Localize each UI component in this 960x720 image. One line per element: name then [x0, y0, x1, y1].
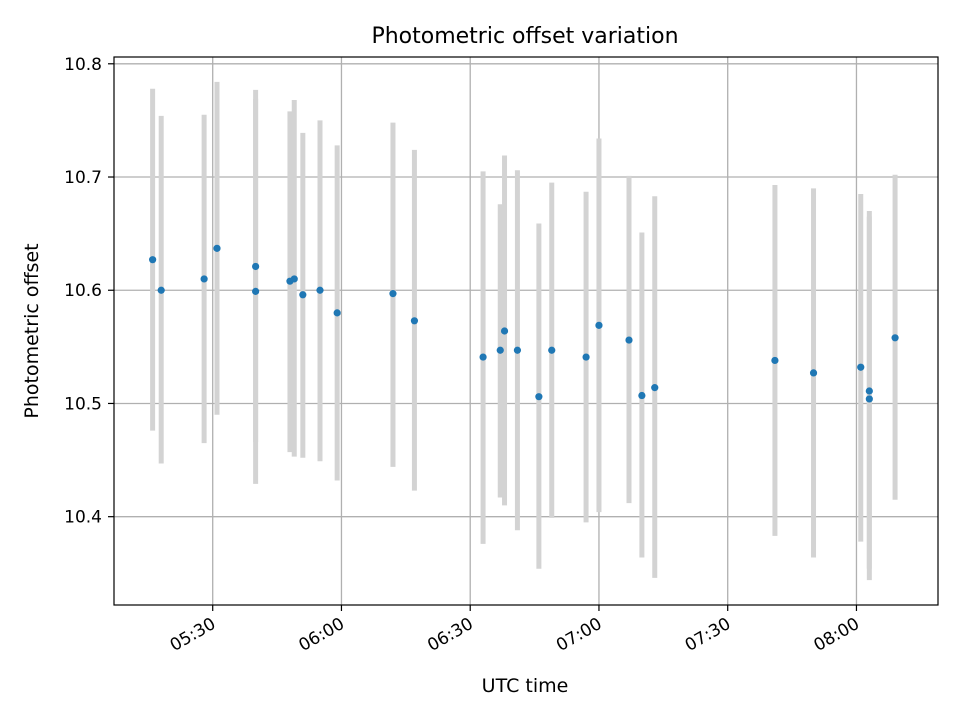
data-point: [595, 321, 603, 329]
plot-area: [113, 56, 939, 606]
data-point: [865, 387, 873, 395]
y-tick-label: 10.7: [64, 168, 102, 188]
data-point: [213, 244, 221, 252]
data-point: [771, 356, 779, 365]
y-tick-label: 10.6: [64, 281, 102, 301]
data-point: [252, 262, 260, 271]
data-point: [513, 346, 522, 354]
x-axis-label: UTC time: [482, 675, 569, 697]
data-point: [290, 275, 298, 283]
data-point: [496, 346, 504, 354]
data-point: [333, 309, 341, 317]
y-axis-label: Photometric offset: [21, 243, 43, 418]
plot-frame: [113, 56, 939, 606]
x-tick-label: 07:00: [553, 614, 605, 656]
x-tick-label: 06:30: [424, 614, 476, 656]
data-point: [500, 327, 509, 335]
grid-lines: [114, 57, 938, 605]
y-axis-ticks: 10.4 10.5 10.6 10.7 10.8: [64, 55, 114, 528]
data-point: [157, 286, 165, 294]
x-tick-label: 05:30: [167, 614, 219, 656]
data-point: [299, 291, 307, 299]
data-point: [200, 275, 208, 283]
data-point: [857, 363, 865, 371]
data-point: [149, 256, 157, 264]
data-point: [410, 317, 419, 325]
y-tick-label: 10.4: [64, 508, 102, 528]
data-point: [479, 353, 487, 361]
x-tick-label: 07:30: [682, 614, 734, 656]
data-point: [316, 286, 324, 294]
chart-title: Photometric offset variation: [371, 24, 678, 49]
data-point: [651, 384, 659, 392]
x-tick-label: 06:00: [296, 614, 348, 656]
data-point: [809, 369, 818, 377]
data-points: [149, 244, 899, 403]
data-point: [582, 353, 590, 361]
x-tick-label: 08:00: [811, 614, 863, 656]
x-axis-ticks: 05:30 06:00 06:30 07:00 07:30 08:00: [167, 605, 863, 656]
data-point: [638, 391, 646, 400]
data-point: [252, 287, 260, 295]
y-tick-label: 10.5: [64, 394, 102, 414]
y-tick-label: 10.8: [64, 55, 102, 75]
data-point: [389, 290, 397, 298]
data-point: [625, 336, 633, 344]
data-point: [865, 395, 873, 403]
plot-background: [114, 57, 938, 605]
data-point: [548, 346, 556, 354]
data-point: [891, 334, 899, 342]
data-point: [535, 393, 543, 401]
